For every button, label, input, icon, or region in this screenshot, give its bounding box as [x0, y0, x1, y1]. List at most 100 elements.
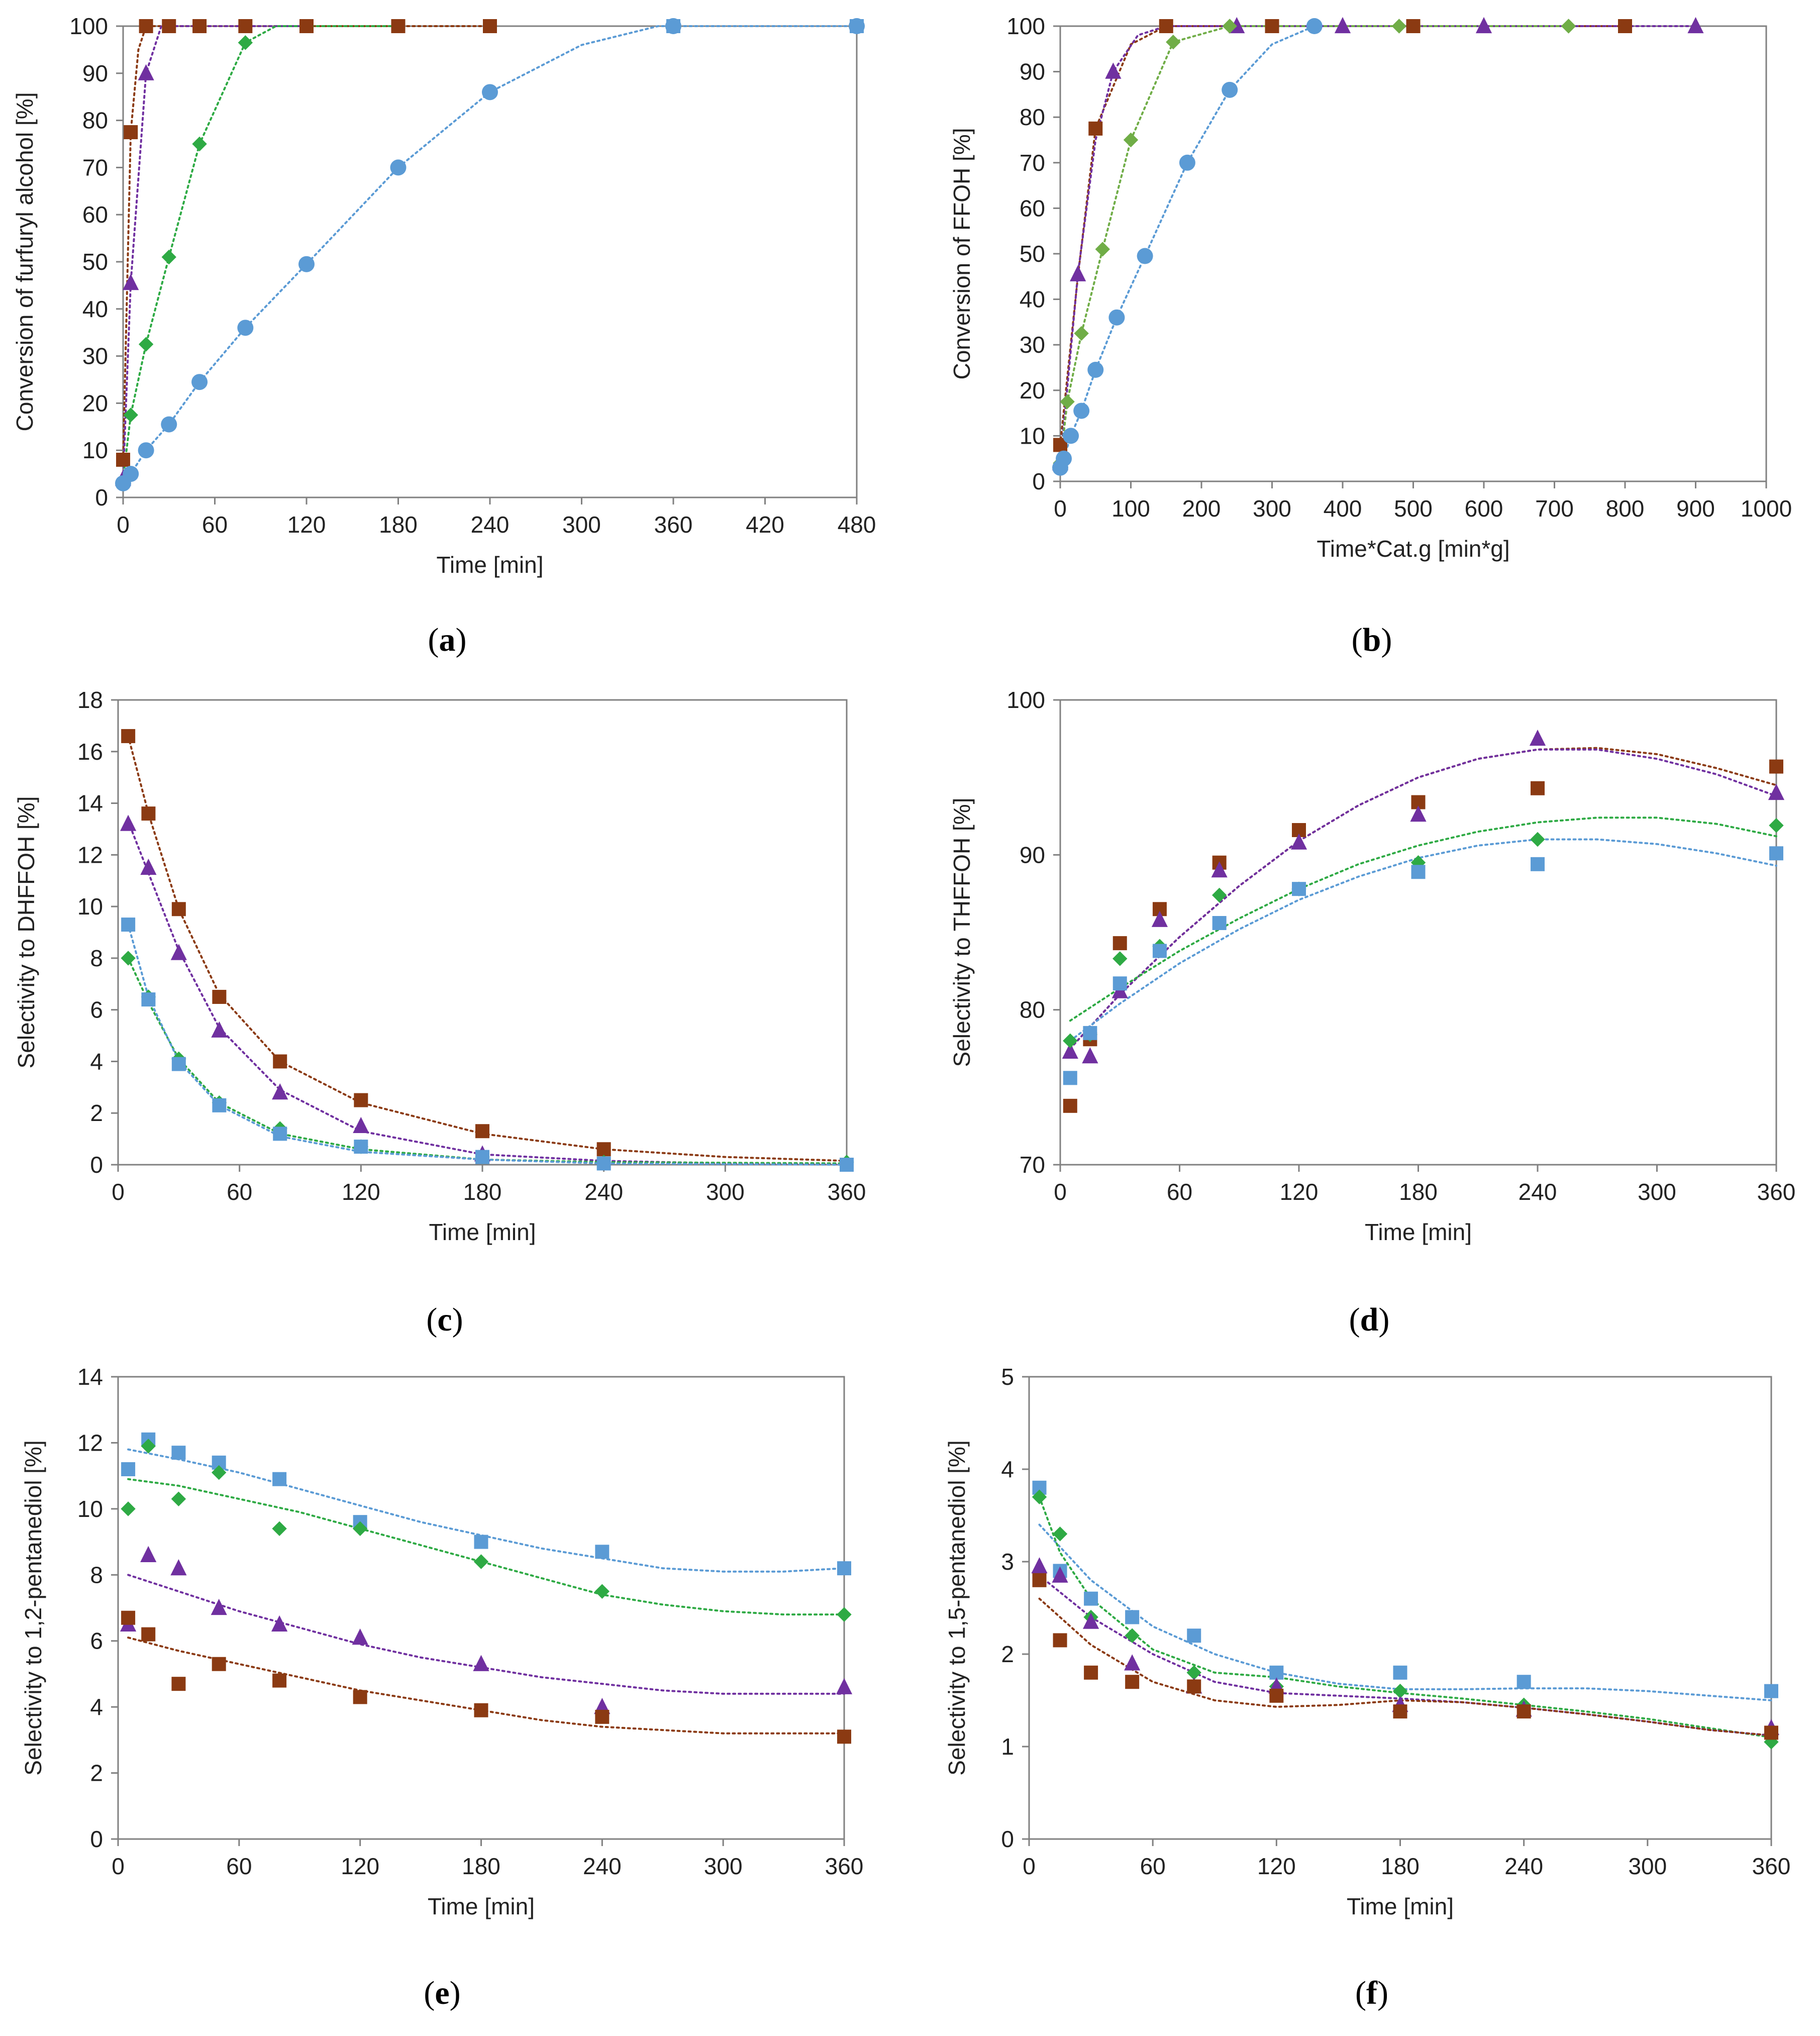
data-point-green: [1392, 1683, 1408, 1699]
data-point-blue: [1063, 428, 1079, 444]
y-tick-label: 0: [1001, 1826, 1014, 1852]
data-point-blue: [1393, 1665, 1407, 1680]
data-point-green: [121, 951, 136, 966]
y-tick-label: 4: [90, 1694, 103, 1720]
y-tick-label: 10: [82, 437, 108, 463]
data-point-brown: [1187, 1679, 1201, 1694]
trendline-purple: [127, 1574, 845, 1695]
x-axis-label: Time [min]: [1347, 1893, 1454, 1919]
data-point-blue: [1087, 362, 1104, 378]
data-point-brown: [141, 1627, 156, 1642]
y-tick-label: 80: [1020, 104, 1045, 130]
data-point-brown: [124, 125, 138, 140]
data-point-brown: [1265, 19, 1279, 33]
data-point-blue: [161, 416, 177, 433]
x-tick-label: 100: [1111, 495, 1150, 522]
data-point-purple: [1031, 1557, 1048, 1574]
data-point-purple: [271, 1615, 288, 1632]
data-point-purple: [123, 274, 139, 290]
data-point-blue: [1113, 976, 1127, 991]
data-point-green: [138, 337, 154, 352]
y-tick-label: 10: [77, 893, 103, 920]
data-point-blue: [1073, 402, 1090, 419]
data-point-blue: [1187, 1628, 1201, 1643]
y-tick-label: 60: [1020, 195, 1045, 221]
data-point-green: [1211, 887, 1227, 903]
data-point-purple: [1105, 62, 1122, 79]
data-point-green: [1095, 242, 1110, 257]
x-tick-label: 200: [1182, 495, 1221, 522]
data-point-purple: [1410, 805, 1427, 822]
y-tick-label: 20: [82, 390, 108, 416]
data-point-purple: [836, 1678, 853, 1694]
y-tick-label: 50: [82, 249, 108, 275]
data-point-green: [272, 1521, 287, 1536]
data-point-blue: [298, 256, 315, 272]
y-axis-label: Conversion of furfuryl alcohol [%]: [12, 92, 38, 432]
data-point-blue: [212, 1098, 227, 1112]
caption-a: (a): [428, 622, 467, 658]
chart-a: 0 60 120 180 240 300 360 420 480 0 10 20 30 40 50 60 70 8…: [12, 13, 876, 658]
trendline-green: [1059, 25, 1570, 464]
x-tick-label: 180: [463, 1179, 502, 1205]
data-point-blue: [1531, 857, 1545, 871]
data-point-brown: [1088, 121, 1103, 136]
data-point-blue: [474, 1535, 488, 1549]
x-tick-label: 800: [1606, 495, 1645, 522]
y-tick-label: 1: [1001, 1734, 1014, 1760]
data-point-green: [1063, 1033, 1078, 1049]
y-tick-label: 0: [90, 1826, 103, 1852]
data-point-blue: [1137, 248, 1153, 264]
data-point-green: [192, 136, 207, 152]
y-tick-label: 10: [1020, 423, 1045, 449]
data-point-green: [1052, 1526, 1068, 1542]
x-tick-label: 240: [583, 1853, 622, 1879]
data-point-blue: [121, 918, 136, 932]
data-point-brown: [1063, 1098, 1077, 1113]
plot-frame: [117, 699, 848, 1166]
trendline-blue: [127, 1448, 845, 1573]
data-point-purple: [1082, 1612, 1099, 1629]
data-point-purple: [120, 815, 137, 831]
data-point-blue: [121, 1462, 136, 1476]
x-axis-label: Time [min]: [1365, 1219, 1472, 1245]
y-tick-label: 70: [1020, 150, 1045, 176]
data-point-blue: [273, 1127, 287, 1141]
x-tick-label: 360: [825, 1853, 864, 1879]
data-point-blue: [1179, 154, 1195, 171]
data-point-brown: [162, 19, 176, 33]
data-point-green: [1060, 394, 1075, 410]
data-point-purple: [1475, 17, 1492, 34]
trendline-purple: [1059, 25, 1697, 464]
data-point-purple: [1529, 729, 1546, 746]
x-axis-label: Time [min]: [428, 1893, 535, 1919]
data-point-purple: [1052, 1566, 1068, 1583]
chart-f: 0 60 120 180 240 300 360 0 1 2 3 4 5 Time [min] Select…: [944, 1364, 1790, 2011]
trendline-blue: [1069, 838, 1777, 1042]
caption-letter: d: [1360, 1301, 1379, 1338]
y-tick-label: 12: [77, 1430, 103, 1456]
caption-letter: c: [437, 1301, 452, 1338]
data-point-purple: [138, 64, 154, 80]
x-tick-label: 360: [1757, 1179, 1796, 1205]
data-point-green: [238, 35, 253, 50]
trendline-blue: [127, 924, 848, 1166]
y-tick-label: 100: [1006, 13, 1045, 39]
plot-frame: [1059, 699, 1777, 1166]
data-point-green: [352, 1521, 368, 1536]
x-tick-label: 0: [112, 1853, 125, 1879]
x-tick-label: 300: [562, 512, 601, 538]
data-point-blue: [1222, 81, 1238, 98]
data-point-green: [161, 249, 176, 265]
y-tick-label: 100: [1006, 687, 1045, 713]
trendline-brown: [127, 1637, 845, 1735]
data-point-brown: [1113, 936, 1127, 951]
trendline-purple: [122, 25, 308, 480]
data-point-brown: [299, 19, 314, 33]
x-tick-label: 0: [1023, 1853, 1036, 1879]
chart-e: 0 60 120 180 240 300 360 0 2 4 6 8 10 12 14 Time [min] S…: [20, 1364, 863, 2011]
data-point-brown: [1618, 19, 1632, 33]
data-point-green: [1222, 19, 1237, 34]
y-tick-label: 10: [77, 1496, 103, 1522]
